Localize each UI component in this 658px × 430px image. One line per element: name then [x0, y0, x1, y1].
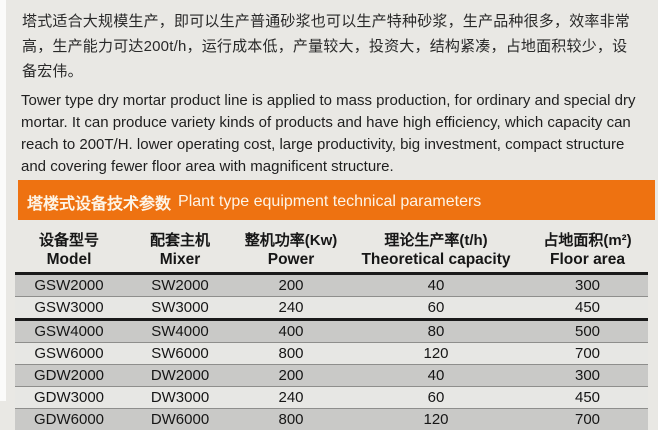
- column-header-model-zh: 设备型号: [15, 232, 123, 250]
- cell-mixer: SW4000: [123, 320, 237, 343]
- section-header-bar: 塔楼式设备技术参数 Plant type equipment technical…: [18, 180, 655, 220]
- cell-power: 800: [237, 409, 345, 430]
- table-row-gsw3000: GSW3000 SW3000 240 60 450: [15, 297, 648, 320]
- cell-power: 800: [237, 343, 345, 365]
- cell-mixer: DW3000: [123, 387, 237, 409]
- cell-floor-area: 450: [527, 387, 648, 409]
- cell-mixer: SW3000: [123, 297, 237, 320]
- column-header-power-en: Power: [237, 250, 345, 269]
- table-header-row: 设备型号 Model 配套主机 Mixer 整机功率(Kw) Power 理论生…: [15, 232, 648, 274]
- cell-power: 200: [237, 274, 345, 297]
- column-header-capacity-zh: 理论生产率(t/h): [345, 232, 527, 250]
- column-header-capacity-en: Theoretical capacity: [345, 250, 527, 269]
- cell-model: GDW2000: [15, 365, 123, 387]
- table-row-gsw6000: GSW6000 SW6000 800 120 700: [15, 343, 648, 365]
- cell-mixer: DW2000: [123, 365, 237, 387]
- cell-mixer: SW2000: [123, 274, 237, 297]
- column-header-model: 设备型号 Model: [15, 232, 123, 274]
- cell-power: 200: [237, 365, 345, 387]
- column-header-power-zh: 整机功率(Kw): [237, 232, 345, 250]
- cell-model: GSW2000: [15, 274, 123, 297]
- table-row-gsw2000: GSW2000 SW2000 200 40 300: [15, 274, 648, 297]
- cell-power: 400: [237, 320, 345, 343]
- table-row-gdw2000: GDW2000 DW2000 200 40 300: [15, 365, 648, 387]
- cell-capacity: 80: [345, 320, 527, 343]
- cell-model: GDW6000: [15, 409, 123, 430]
- cell-model: GDW3000: [15, 387, 123, 409]
- cell-power: 240: [237, 387, 345, 409]
- column-header-model-en: Model: [15, 250, 123, 269]
- cell-floor-area: 500: [527, 320, 648, 343]
- cell-mixer: SW6000: [123, 343, 237, 365]
- cell-power: 240: [237, 297, 345, 320]
- cell-capacity: 120: [345, 409, 527, 430]
- column-header-floor-area-en: Floor area: [527, 250, 648, 269]
- cell-capacity: 60: [345, 387, 527, 409]
- table-row-gdw3000: GDW3000 DW3000 240 60 450: [15, 387, 648, 409]
- cell-capacity: 60: [345, 297, 527, 320]
- table-row-gsw4000: GSW4000 SW4000 400 80 500: [15, 320, 648, 343]
- intro-paragraph-zh: 塔式适合大规模生产，即可以生产普通砂浆也可以生产特种砂浆，生产品种很多，效率非常…: [22, 9, 640, 84]
- column-header-mixer-en: Mixer: [123, 250, 237, 269]
- column-header-power: 整机功率(Kw) Power: [237, 232, 345, 274]
- cell-mixer: DW6000: [123, 409, 237, 430]
- column-header-capacity: 理论生产率(t/h) Theoretical capacity: [345, 232, 527, 274]
- cell-model: GSW3000: [15, 297, 123, 320]
- column-header-mixer-zh: 配套主机: [123, 232, 237, 250]
- column-header-mixer: 配套主机 Mixer: [123, 232, 237, 274]
- cell-floor-area: 700: [527, 409, 648, 430]
- cell-floor-area: 300: [527, 274, 648, 297]
- table-row-gdw6000: GDW6000 DW6000 800 120 700: [15, 409, 648, 430]
- cell-floor-area: 300: [527, 365, 648, 387]
- section-title-zh: 塔楼式设备技术参数: [27, 190, 171, 214]
- cell-floor-area: 700: [527, 343, 648, 365]
- cell-capacity: 40: [345, 365, 527, 387]
- cell-capacity: 120: [345, 343, 527, 365]
- section-title-en: Plant type equipment technical parameter…: [178, 193, 481, 211]
- cell-model: GSW6000: [15, 343, 123, 365]
- cell-floor-area: 450: [527, 297, 648, 320]
- column-header-floor-area-zh: 占地面积(m²): [527, 232, 648, 250]
- cell-capacity: 40: [345, 274, 527, 297]
- technical-parameters-table: 设备型号 Model 配套主机 Mixer 整机功率(Kw) Power 理论生…: [15, 232, 648, 430]
- column-header-floor-area: 占地面积(m²) Floor area: [527, 232, 648, 274]
- intro-paragraph-en: Tower type dry mortar product line is ap…: [21, 90, 642, 178]
- cell-model: GSW4000: [15, 320, 123, 343]
